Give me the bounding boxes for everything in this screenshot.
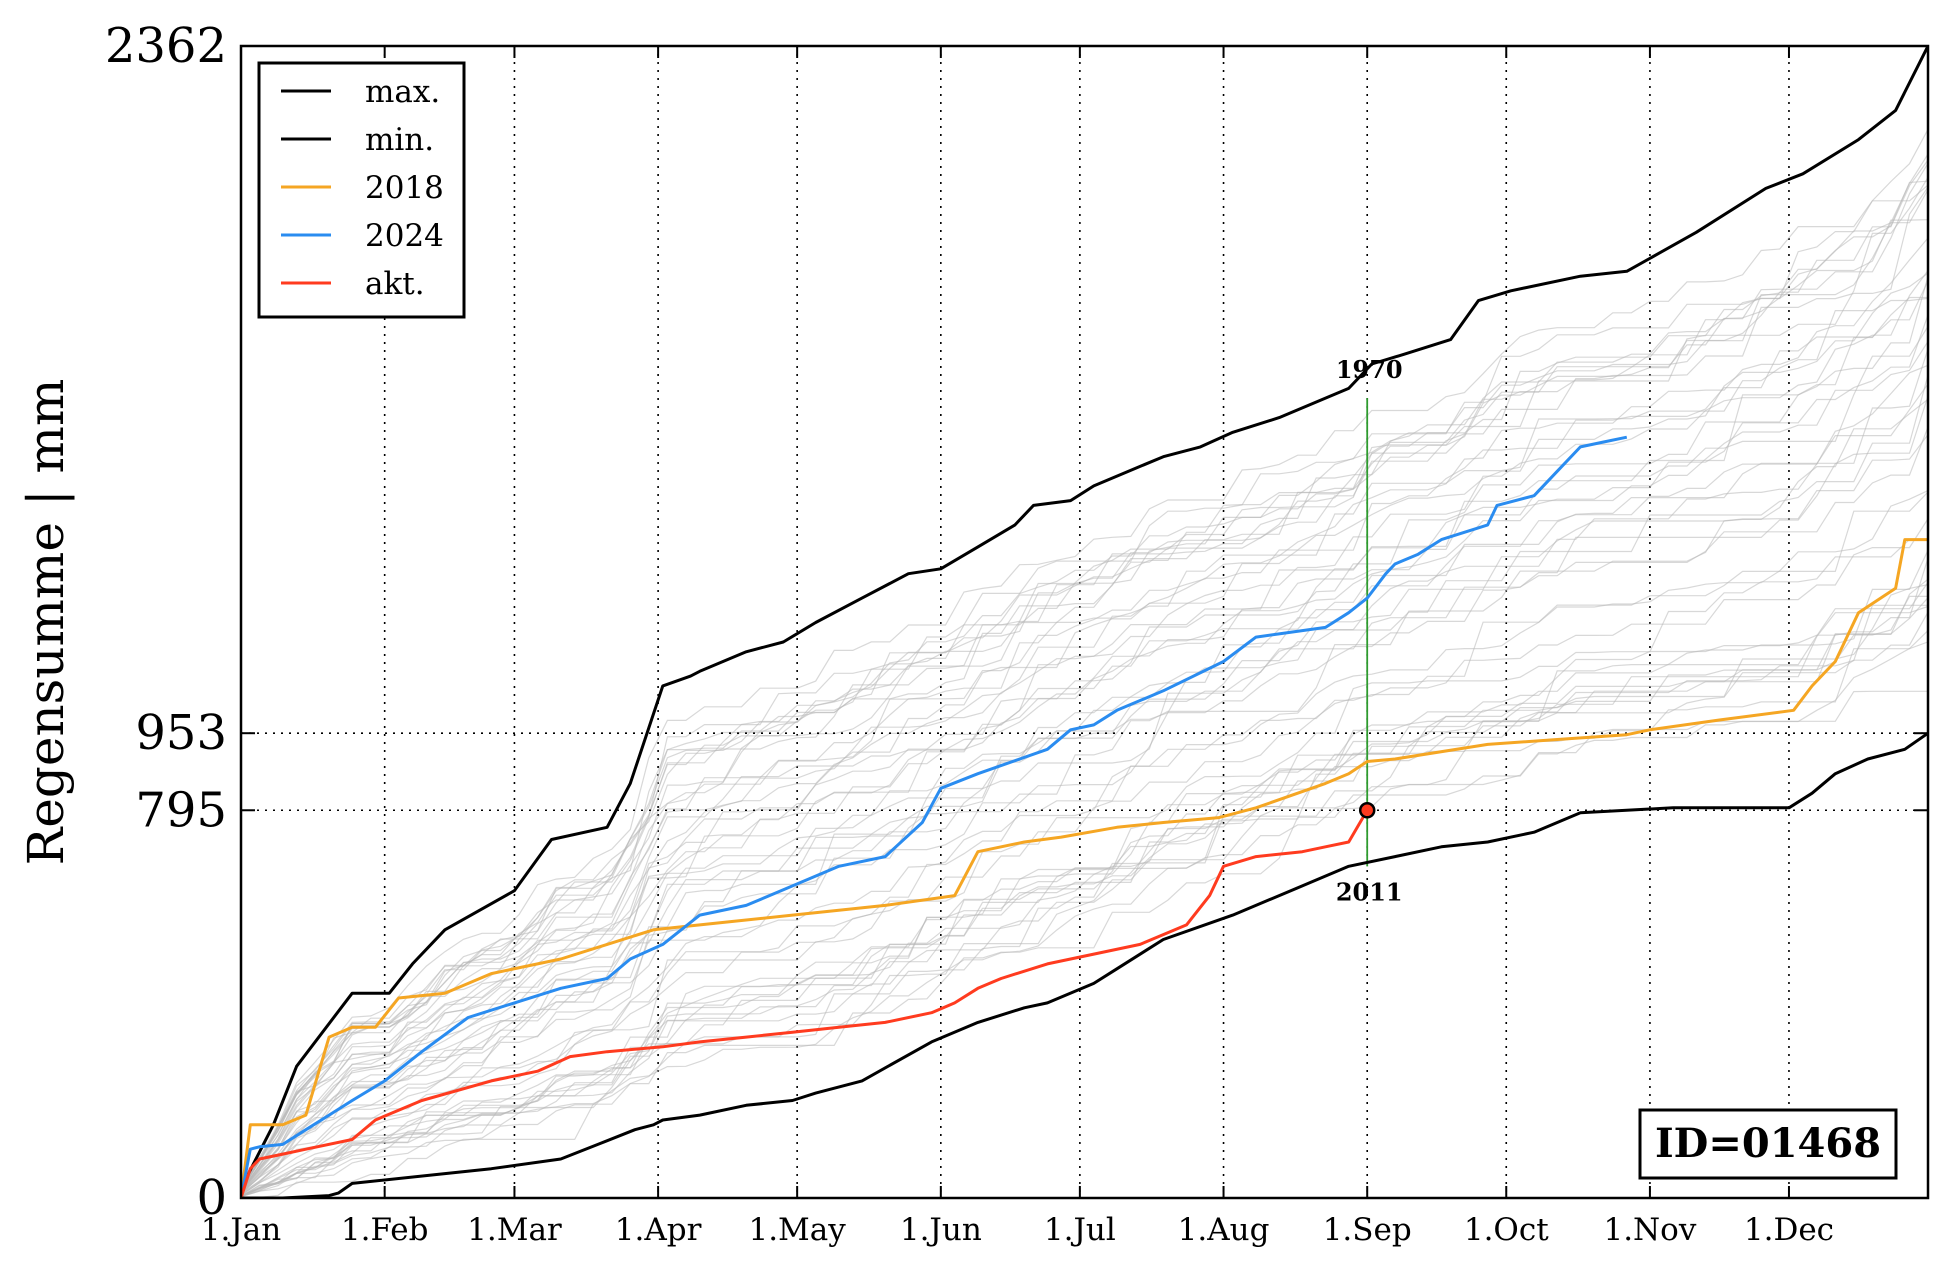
background-year-line bbox=[241, 184, 1928, 1191]
y-axis-label: Regensumme | mm bbox=[17, 379, 75, 866]
current-value-point bbox=[1358, 802, 1376, 819]
series-lines bbox=[241, 46, 1928, 1198]
x-axis-ticks: 1.Jan 1.Feb 1.Mar 1.Apr 1.May 1.Jun 1.Jul 1.Aug… bbox=[201, 46, 1834, 1248]
bottom-year-label: 2011 bbox=[1336, 877, 1403, 906]
plot-frame bbox=[239, 44, 1930, 1200]
y-tick-label-0: 0 bbox=[196, 1170, 227, 1226]
x-tick-label-1.May: 1.May bbox=[748, 1212, 846, 1248]
background-year-line bbox=[241, 383, 1928, 1194]
station-id-text: ID=01468 bbox=[1655, 1120, 1881, 1167]
series-line-2024 bbox=[241, 435, 1628, 1198]
series-line-min bbox=[241, 731, 1928, 1198]
y-axis-ticks: 0 795 953 2362 bbox=[105, 18, 1928, 1226]
x-tick-label-1.Sep: 1.Sep bbox=[1323, 1212, 1412, 1248]
top-year-label: 1970 bbox=[1336, 355, 1403, 384]
background-year-line bbox=[241, 162, 1928, 1191]
background-year-line bbox=[241, 611, 1928, 1197]
background-year-line bbox=[241, 491, 1928, 1196]
x-tick-label-1.Aug: 1.Aug bbox=[1178, 1212, 1270, 1248]
legend-label-max: max. bbox=[365, 74, 440, 110]
y-tick-label-795: 795 bbox=[135, 782, 227, 838]
legend-label-min: min. bbox=[365, 122, 434, 158]
year-label-top: 1970 bbox=[1336, 355, 1403, 384]
y-tick-label-2362: 2362 bbox=[105, 18, 227, 74]
legend-label-akt: akt. bbox=[365, 266, 425, 302]
background-year-line bbox=[241, 490, 1928, 1195]
x-tick-label-1.Jul: 1.Jul bbox=[1044, 1212, 1116, 1248]
year-label-bottom: 2011 bbox=[1336, 877, 1403, 906]
background-year-line bbox=[241, 396, 1928, 1195]
background-year-line bbox=[241, 325, 1928, 1193]
background-year-lines bbox=[241, 129, 1928, 1198]
current-point-layer bbox=[1358, 802, 1376, 819]
background-year-line bbox=[241, 296, 1928, 1193]
background-year-line bbox=[241, 538, 1928, 1196]
x-tick-label-1.Jan: 1.Jan bbox=[201, 1212, 281, 1248]
reference-lines bbox=[241, 732, 1928, 812]
x-tick-label-1.Nov: 1.Nov bbox=[1603, 1212, 1696, 1248]
legend-label-2024: 2024 bbox=[365, 218, 444, 254]
background-year-line bbox=[241, 159, 1928, 1191]
plot-area-background bbox=[241, 46, 1928, 1198]
y-tick-label-953: 953 bbox=[135, 705, 227, 761]
background-year-line bbox=[241, 314, 1928, 1193]
background-year-line bbox=[241, 426, 1928, 1195]
station-id-frame bbox=[1638, 1108, 1898, 1180]
x-tick-label-1.Oct: 1.Oct bbox=[1464, 1212, 1549, 1248]
series-line-2018 bbox=[241, 538, 1928, 1198]
background-year-line bbox=[241, 550, 1928, 1196]
background-year-line bbox=[241, 186, 1928, 1191]
legend-frame bbox=[257, 61, 466, 319]
background-year-line bbox=[241, 280, 1928, 1193]
series-line-akt bbox=[241, 809, 1369, 1198]
background-year-line bbox=[241, 690, 1928, 1198]
x-tick-label-1.Apr: 1.Apr bbox=[615, 1212, 702, 1248]
background-year-line bbox=[241, 189, 1928, 1191]
x-tick-label-1.Jun: 1.Jun bbox=[900, 1212, 982, 1248]
x-tick-label-1.Dec: 1.Dec bbox=[1744, 1212, 1834, 1248]
series-line-max bbox=[241, 46, 1928, 1189]
background-year-line bbox=[241, 348, 1928, 1194]
background-year-line bbox=[241, 364, 1928, 1194]
background-year-line bbox=[241, 272, 1928, 1192]
x-tick-label-1.Mar: 1.Mar bbox=[467, 1212, 562, 1248]
background-year-line bbox=[241, 237, 1928, 1192]
background-year-line bbox=[241, 597, 1928, 1198]
background-year-line bbox=[241, 270, 1928, 1192]
background-year-line bbox=[241, 297, 1928, 1192]
background-year-line bbox=[241, 578, 1928, 1197]
background-year-line bbox=[241, 582, 1928, 1197]
station-id-box: ID=01468 bbox=[1638, 1108, 1898, 1180]
background-year-line bbox=[241, 605, 1928, 1197]
background-year-line bbox=[241, 176, 1928, 1191]
legend-label-2018: 2018 bbox=[365, 170, 444, 206]
background-year-line bbox=[241, 434, 1928, 1194]
background-year-line bbox=[241, 129, 1928, 1190]
legend: max. min. 2018 2024 akt. bbox=[257, 61, 466, 319]
x-tick-label-1.Feb: 1.Feb bbox=[341, 1212, 429, 1248]
